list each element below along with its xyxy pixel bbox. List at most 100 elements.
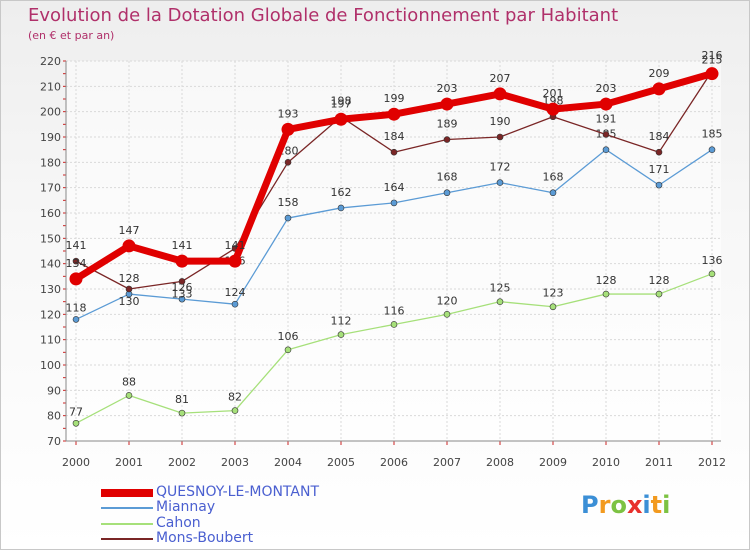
x-tick-label: 2010 — [592, 456, 620, 469]
data-label-miannay: 118 — [66, 301, 87, 314]
legend-swatch — [101, 489, 153, 497]
data-label-mons-boubert: 130 — [119, 295, 140, 308]
point-cahon — [390, 321, 398, 328]
data-label-mons-boubert: 141 — [66, 239, 87, 252]
point-mons-boubert — [178, 278, 186, 285]
point-cahon — [708, 270, 716, 278]
data-label-quesnoy-le-montant: 207 — [490, 72, 511, 85]
y-tick-label: 160 — [40, 207, 61, 220]
data-label-cahon: 88 — [122, 375, 136, 388]
data-label-mons-boubert: 189 — [437, 118, 458, 131]
point-quesnoy-le-montant — [334, 112, 348, 126]
point-mons-boubert — [443, 136, 451, 143]
point-quesnoy-le-montant — [705, 67, 719, 81]
y-tick-label: 170 — [40, 182, 61, 195]
point-mons-boubert — [390, 148, 398, 156]
point-mons-boubert — [602, 131, 610, 138]
data-label-mons-boubert: 184 — [384, 130, 405, 143]
point-quesnoy-le-montant — [175, 254, 189, 268]
x-tick-label: 2011 — [645, 456, 673, 469]
data-label-miannay: 168 — [543, 171, 564, 184]
data-label-cahon: 128 — [649, 274, 670, 287]
data-label-cahon: 112 — [331, 315, 352, 328]
point-quesnoy-le-montant — [440, 97, 454, 111]
data-label-quesnoy-le-montant: 215 — [702, 54, 723, 67]
data-label-mons-boubert: 133 — [172, 287, 193, 300]
y-tick-label: 80 — [47, 410, 61, 423]
data-label-miannay: 185 — [702, 128, 723, 141]
chart-title: Evolution de la Dotation Globale de Fonc… — [28, 5, 619, 26]
point-miannay — [284, 214, 292, 222]
legend-item: Cahon — [101, 515, 501, 532]
logo-letter: P — [581, 491, 599, 519]
point-cahon — [655, 290, 663, 298]
legend-label: QUESNOY-LE-MONTANT — [156, 484, 320, 500]
point-miannay — [231, 300, 239, 308]
data-label-miannay: 172 — [490, 161, 511, 174]
chart-subtitle: (en € et par an) — [28, 29, 115, 42]
point-quesnoy-le-montant — [387, 107, 401, 121]
point-mons-boubert — [655, 148, 663, 156]
point-miannay — [178, 295, 186, 303]
y-tick-label: 190 — [40, 131, 61, 144]
point-quesnoy-le-montant — [228, 254, 242, 268]
point-miannay — [549, 189, 557, 197]
data-label-quesnoy-le-montant: 199 — [384, 92, 405, 105]
point-miannay — [602, 146, 610, 153]
point-miannay — [655, 181, 663, 189]
logo-letter: x — [626, 491, 643, 519]
y-tick-label: 110 — [40, 334, 61, 347]
point-cahon — [178, 409, 186, 417]
y-tick-label: 140 — [40, 258, 61, 271]
point-cahon — [231, 407, 239, 414]
legend-label: Mons-Boubert — [156, 530, 254, 546]
point-cahon — [496, 298, 504, 305]
y-tick-label: 200 — [40, 106, 61, 119]
data-label-miannay: 128 — [119, 272, 140, 285]
logo-letter: r — [598, 491, 611, 519]
x-tick-label: 2009 — [539, 456, 567, 469]
data-label-cahon: 81 — [175, 393, 189, 406]
data-label-quesnoy-le-montant: 147 — [119, 224, 140, 237]
data-label-miannay: 164 — [384, 181, 405, 194]
point-cahon — [602, 290, 610, 298]
point-quesnoy-le-montant — [69, 272, 83, 286]
y-tick-label: 70 — [47, 435, 61, 448]
data-label-quesnoy-le-montant: 141 — [225, 239, 246, 252]
data-label-quesnoy-le-montant: 197 — [331, 97, 352, 110]
point-miannay — [72, 316, 80, 323]
data-label-quesnoy-le-montant: 209 — [649, 67, 670, 80]
data-label-mons-boubert: 216 — [702, 49, 723, 62]
x-tick-label: 2007 — [433, 456, 461, 469]
y-tick-label: 130 — [40, 283, 61, 296]
x-tick-label: 2006 — [380, 456, 408, 469]
data-label-mons-boubert: 184 — [649, 130, 670, 143]
x-tick-label: 2001 — [115, 456, 143, 469]
y-tick-label: 120 — [40, 308, 61, 321]
point-miannay — [337, 204, 345, 212]
point-cahon — [443, 311, 451, 318]
data-label-cahon: 82 — [228, 391, 242, 404]
data-label-cahon: 123 — [543, 287, 564, 300]
logo-letter: i — [642, 491, 651, 519]
x-tick-label: 2003 — [221, 456, 249, 469]
point-quesnoy-le-montant — [281, 122, 295, 136]
data-label-cahon: 116 — [384, 304, 405, 317]
point-mons-boubert — [284, 159, 292, 166]
legend-item: Miannay — [101, 499, 501, 516]
data-label-cahon: 125 — [490, 282, 511, 295]
data-label-quesnoy-le-montant: 203 — [596, 82, 617, 95]
legend-swatch — [101, 538, 153, 540]
data-label-miannay: 158 — [278, 196, 299, 209]
data-label-cahon: 136 — [702, 254, 723, 267]
legend-label: Miannay — [156, 499, 216, 515]
data-label-cahon: 77 — [69, 405, 83, 418]
data-label-mons-boubert: 191 — [596, 112, 617, 125]
data-label-quesnoy-le-montant: 203 — [437, 82, 458, 95]
x-tick-label: 2004 — [274, 456, 302, 469]
y-tick-label: 180 — [40, 156, 61, 169]
data-label-quesnoy-le-montant: 193 — [278, 107, 299, 120]
point-miannay — [390, 199, 398, 207]
point-miannay — [496, 179, 504, 186]
logo-letter: t — [650, 491, 663, 519]
